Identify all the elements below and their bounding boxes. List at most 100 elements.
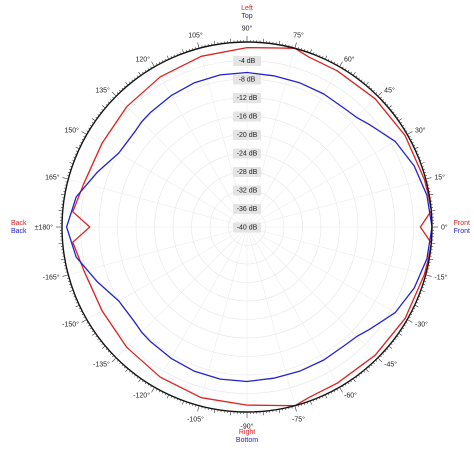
top-label-blue: Top — [241, 13, 252, 20]
tick-mark — [339, 61, 343, 67]
angle-label: -105° — [187, 416, 204, 424]
tick-mark — [407, 131, 413, 135]
tick-mark — [150, 66, 152, 69]
angle-label: -90° — [241, 423, 254, 431]
tick-mark — [81, 131, 87, 135]
db-label-text: -16 dB — [237, 114, 258, 121]
grid-spoke — [246, 66, 340, 228]
tick-mark — [81, 313, 84, 316]
tick-mark — [134, 374, 136, 377]
tick-mark — [417, 153, 420, 155]
tick-mark — [392, 111, 395, 114]
tick-mark — [101, 109, 104, 111]
tick-mark — [138, 72, 142, 76]
left-label-blue: Back — [11, 228, 27, 235]
tick-mark — [303, 49, 306, 52]
tick-mark — [99, 111, 102, 114]
tick-mark — [403, 127, 406, 130]
tick-mark — [176, 398, 178, 401]
angle-label: -150° — [62, 321, 79, 329]
tick-mark — [422, 168, 425, 171]
tick-mark — [392, 340, 395, 343]
tick-mark — [424, 175, 427, 177]
tick-mark — [321, 56, 324, 59]
tick-mark — [327, 58, 330, 61]
db-label: -8 dB — [233, 74, 261, 85]
tick-mark — [313, 399, 315, 402]
tick-mark — [105, 104, 108, 106]
tick-mark — [95, 335, 98, 338]
db-label-text: -24 dB — [237, 151, 258, 158]
tick-mark — [158, 61, 161, 64]
grid-spoke — [246, 48, 296, 228]
tick-mark — [151, 387, 155, 393]
tick-mark — [151, 61, 155, 67]
tick-mark — [333, 61, 336, 64]
db-label: -40 dB — [233, 222, 261, 233]
grid-spoke — [154, 66, 248, 228]
tick-mark — [110, 99, 112, 102]
tick-mark — [192, 48, 194, 51]
tick-mark — [156, 388, 158, 391]
tick-mark — [173, 54, 175, 57]
tick-mark — [75, 146, 80, 150]
tick-mark — [372, 362, 375, 364]
tick-mark — [144, 70, 147, 73]
tick-mark — [405, 322, 408, 324]
tick-mark — [125, 82, 129, 86]
tick-mark — [102, 105, 106, 109]
tick-mark — [72, 293, 75, 295]
db-label-bg — [233, 74, 261, 85]
tick-mark — [83, 136, 86, 138]
tick-mark — [88, 127, 91, 130]
db-label: -20 dB — [233, 130, 261, 140]
tick-mark — [429, 258, 434, 261]
angle-label: -75° — [292, 416, 305, 424]
grid-spoke — [154, 226, 248, 388]
right-label-red: Front — [454, 220, 470, 227]
grid-spoke — [86, 226, 248, 320]
tick-mark — [306, 401, 309, 404]
series-red-line — [72, 46, 432, 407]
tick-mark — [161, 60, 164, 63]
db-label-bg — [233, 222, 261, 233]
tick-mark — [306, 50, 309, 53]
tick-mark — [384, 350, 387, 353]
tick-mark — [213, 409, 216, 414]
tick-mark — [342, 385, 344, 388]
tick-mark — [407, 319, 413, 323]
tick-mark — [92, 332, 96, 336]
angle-label: ±180° — [35, 224, 54, 232]
tick-mark — [294, 405, 297, 412]
tick-mark — [388, 105, 392, 109]
tick-mark — [370, 87, 373, 90]
tick-mark — [116, 359, 119, 362]
tick-mark — [179, 52, 181, 55]
tick-mark — [131, 79, 134, 82]
tick-mark — [166, 394, 170, 399]
tick-mark — [333, 390, 336, 393]
tick-mark — [91, 122, 94, 124]
grid-spoke — [115, 226, 248, 359]
tick-mark — [101, 343, 104, 345]
tick-mark — [408, 136, 411, 138]
grid-spoke — [86, 134, 248, 228]
tick-mark — [394, 338, 397, 340]
tick-mark — [386, 348, 389, 350]
tick-mark — [76, 301, 79, 304]
angle-label: 135° — [95, 86, 110, 94]
tick-mark — [390, 343, 393, 345]
tick-mark — [350, 71, 352, 74]
angle-label: 0° — [441, 224, 448, 232]
tick-mark — [68, 280, 71, 282]
tick-mark — [278, 40, 281, 45]
right-label-blue: Front — [454, 228, 470, 235]
tick-mark — [309, 400, 312, 405]
tick-mark — [147, 68, 150, 71]
db-label: -36 dB — [233, 204, 261, 214]
tick-mark — [365, 368, 369, 372]
tick-mark — [119, 90, 122, 92]
tick-mark — [423, 172, 426, 174]
db-label: -12 dB — [233, 93, 261, 103]
